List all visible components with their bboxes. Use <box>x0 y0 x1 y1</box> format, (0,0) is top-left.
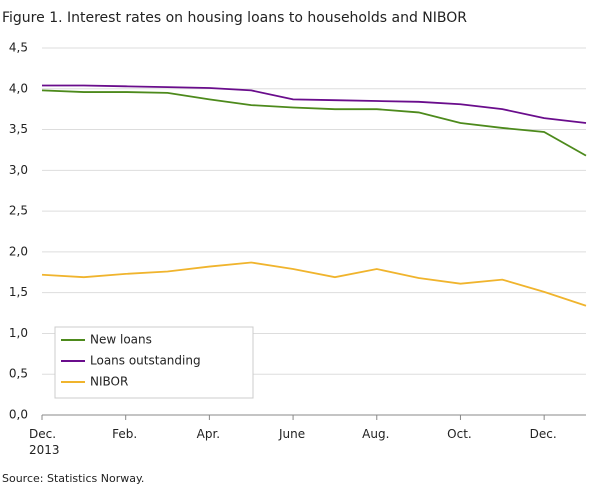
chart-title: Figure 1. Interest rates on housing loan… <box>2 10 467 26</box>
legend-label: Loans outstanding <box>90 354 201 368</box>
series-line <box>42 84 587 124</box>
y-tick-label: 0,5 <box>9 367 28 381</box>
legend-label: New loans <box>90 333 152 347</box>
y-tick-label: 0,0 <box>9 408 28 422</box>
x-tick-label: Dec. 2013 <box>29 427 60 457</box>
x-tick-label: Dec. <box>529 427 557 441</box>
y-tick-label: 3,5 <box>9 122 28 136</box>
x-tick-label: Feb. <box>112 427 138 441</box>
legend-box <box>54 326 254 399</box>
y-tick-label: 4,0 <box>9 81 28 95</box>
series-line <box>41 89 587 157</box>
y-tick-label: 4,5 <box>9 41 28 55</box>
y-tick-label: 1,5 <box>9 285 28 299</box>
x-tick-label: Apr. <box>196 427 221 441</box>
x-tick-label: June <box>278 427 306 441</box>
x-tick-label: Aug. <box>362 427 390 441</box>
y-tick-label: 2,0 <box>9 244 28 258</box>
x-tick-label: Oct. <box>447 427 472 441</box>
legend-label: NIBOR <box>90 375 128 389</box>
source: Source: Statistics Norway. <box>2 472 144 485</box>
y-tick-label: 2,5 <box>9 204 28 218</box>
y-tick-label: 1,0 <box>9 326 28 340</box>
y-tick-label: 3,0 <box>9 163 28 177</box>
series-line <box>41 261 587 307</box>
